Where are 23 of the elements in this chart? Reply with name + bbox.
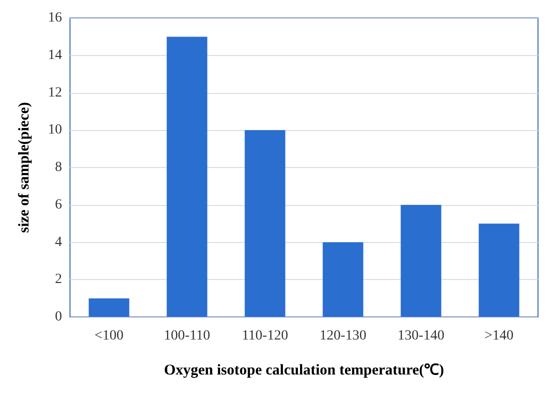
y-tick-label: 6 [55,197,62,212]
x-tick-label: 120-130 [320,328,366,344]
bar [478,224,520,317]
bar [400,204,442,317]
y-axis-title: size of sample(piece) [16,102,32,233]
y-tick-label: 0 [55,310,62,324]
x-tick-label: >140 [484,328,514,344]
y-tick-label: 16 [48,10,62,26]
x-tick-label: 100-110 [164,328,210,344]
y-tick-label: 8 [55,160,62,175]
x-tick-label: <100 [94,328,124,344]
y-tick-label: 4 [55,234,62,250]
x-axis-title: Oxygen isotope calculation temperature(℃) [164,362,444,378]
bar [166,36,208,317]
y-tick-label: 10 [48,122,62,138]
y-tick-label: 2 [55,272,62,288]
bar [88,298,130,317]
bar [322,242,364,317]
x-tick-label: 110-120 [242,328,288,344]
bar [244,130,286,317]
x-tick-label: 130-140 [398,328,444,344]
y-tick-label: 12 [48,85,62,100]
y-tick-label: 14 [48,48,62,63]
